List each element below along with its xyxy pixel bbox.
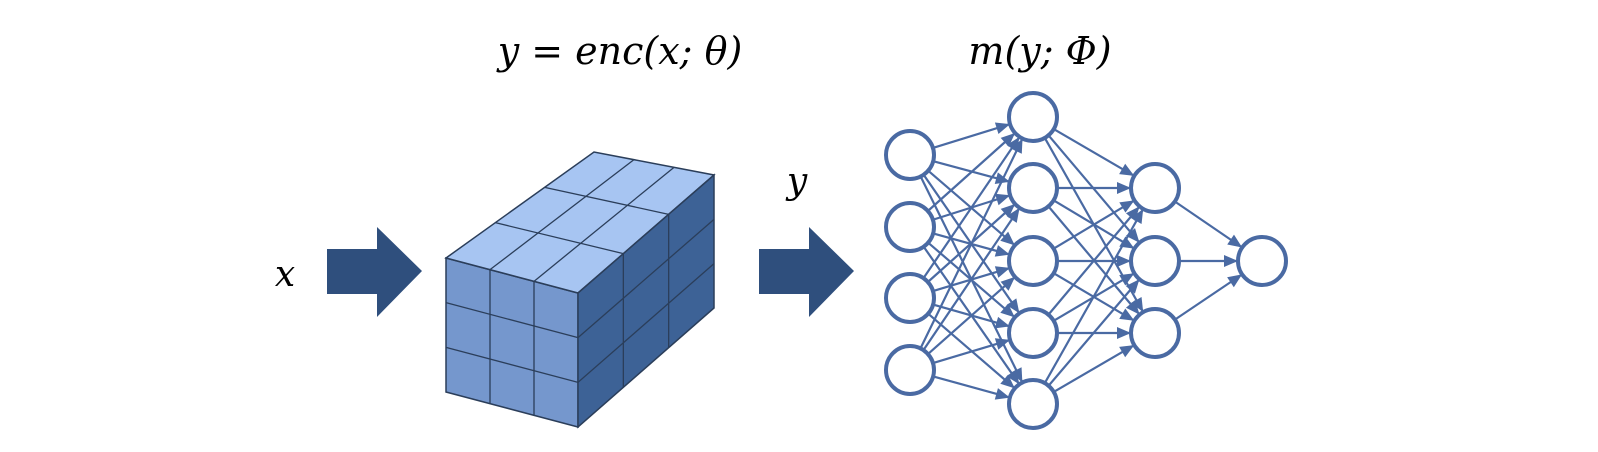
- network-connection: [1053, 344, 1135, 393]
- network-node: [1129, 307, 1181, 359]
- network-connection: [1053, 199, 1135, 250]
- network-node: [884, 272, 936, 324]
- connection-arrowhead-icon: [994, 193, 1011, 206]
- connection-arrowhead-icon: [1119, 273, 1135, 286]
- connection-arrowhead-icon: [1000, 203, 1016, 218]
- network-connection: [922, 207, 1021, 351]
- connection-arrowhead-icon: [1117, 182, 1131, 194]
- connection-arrowhead-icon: [1131, 296, 1144, 313]
- network-connection: [927, 276, 1016, 355]
- encoder-formula: y = enc(x; θ): [496, 29, 743, 73]
- network-connection: [1043, 208, 1145, 384]
- connection-arrowhead-icon: [1000, 132, 1016, 147]
- connection-arrowhead-icon: [1117, 327, 1131, 339]
- network-node: [884, 201, 936, 253]
- connection-arrowhead-icon: [994, 388, 1010, 400]
- network-node: [1236, 235, 1288, 287]
- network-connection: [1047, 278, 1141, 387]
- network-connection: [1053, 128, 1135, 177]
- network-connection: [927, 132, 1016, 212]
- network-node: [884, 344, 936, 396]
- encoder-block: [444, 151, 716, 429]
- connection-arrowhead-icon: [1125, 300, 1140, 315]
- network-connection: [922, 136, 1021, 279]
- connection-arrowhead-icon: [994, 266, 1011, 278]
- network-nodes: [884, 91, 1288, 430]
- cube-grid-line: [445, 346, 579, 383]
- connection-arrowhead-icon: [1119, 345, 1135, 358]
- connection-arrowhead-icon: [1119, 200, 1135, 213]
- connection-arrowhead-icon: [1006, 369, 1020, 385]
- network-node: [1007, 91, 1059, 143]
- input-arrow-icon: [327, 227, 422, 317]
- cube-grid-line: [489, 159, 635, 271]
- cube-grid-line: [544, 186, 669, 215]
- connection-arrowhead-icon: [1000, 276, 1016, 291]
- network-node: [1007, 235, 1059, 287]
- connection-arrowhead-icon: [994, 245, 1010, 257]
- connection-arrowhead-icon: [994, 122, 1011, 134]
- neural-network: [884, 91, 1288, 430]
- connection-arrowhead-icon: [1000, 374, 1015, 389]
- network-connections: [919, 122, 1243, 400]
- connection-arrowhead-icon: [1006, 298, 1020, 314]
- connection-arrowhead-icon: [1010, 138, 1023, 154]
- connection-arrowhead-icon: [1006, 207, 1020, 223]
- connection-arrowhead-icon: [1227, 234, 1243, 248]
- cube-grid-line: [445, 302, 579, 339]
- connection-arrowhead-icon: [1000, 231, 1015, 246]
- connection-arrowhead-icon: [1000, 303, 1015, 318]
- input-symbol: x: [275, 254, 295, 295]
- cube-grid-line: [533, 166, 675, 282]
- connection-arrowhead-icon: [1119, 308, 1135, 321]
- network-node: [1129, 162, 1181, 214]
- cube-grid-line: [495, 222, 624, 255]
- connection-arrowhead-icon: [1117, 255, 1131, 267]
- network-node: [1007, 162, 1059, 214]
- model-formula: m(y; Φ): [968, 29, 1111, 73]
- encoded-symbol: y: [785, 161, 808, 202]
- network-connection: [919, 138, 1024, 349]
- connection-arrowhead-icon: [1125, 279, 1140, 294]
- connection-arrowhead-icon: [1131, 208, 1144, 225]
- connection-arrowhead-icon: [1125, 228, 1140, 243]
- network-connection: [1047, 205, 1141, 316]
- encoder-block-grid-lines: [445, 159, 715, 416]
- network-node: [1129, 235, 1181, 287]
- network-node: [884, 129, 936, 181]
- output-arrow-icon: [759, 227, 854, 317]
- network-node: [1007, 378, 1059, 430]
- connection-arrowhead-icon: [994, 338, 1011, 350]
- connection-arrowhead-icon: [994, 316, 1010, 329]
- connection-arrowhead-icon: [1224, 255, 1238, 267]
- cube-grid-line: [577, 263, 715, 383]
- connection-arrowhead-icon: [1227, 274, 1243, 288]
- cube-grid-line: [577, 218, 715, 339]
- network-node: [1007, 307, 1059, 359]
- connection-arrowhead-icon: [1119, 163, 1135, 176]
